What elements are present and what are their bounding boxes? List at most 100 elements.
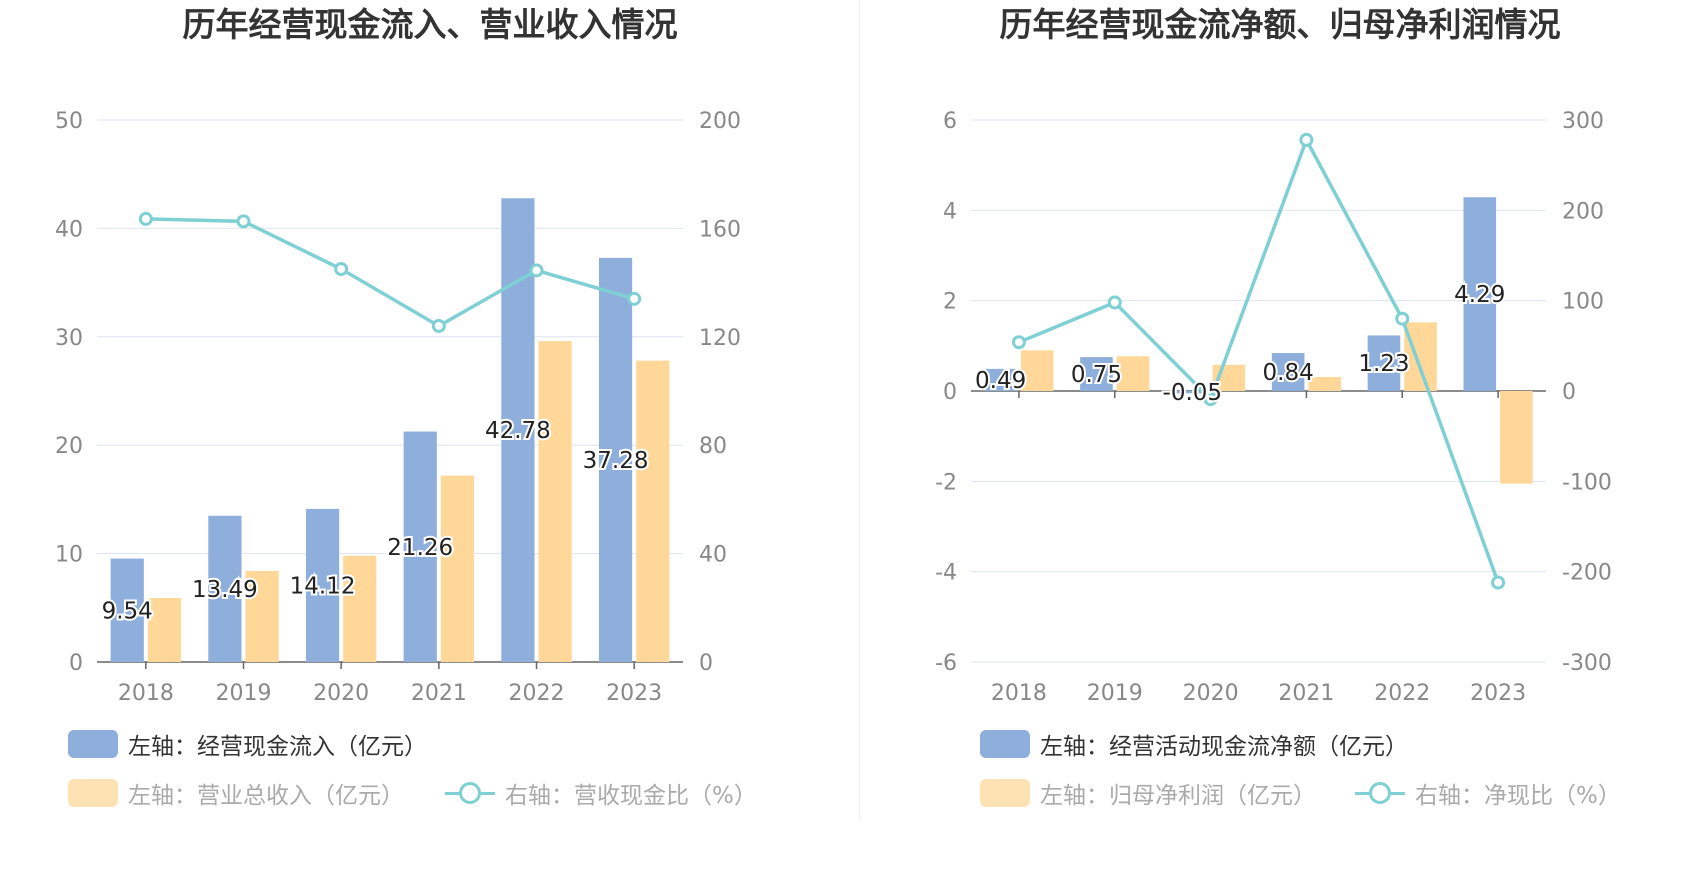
y-tick-label-right: 300 [1562, 109, 1604, 134]
line-point [627, 291, 642, 306]
line-point [138, 211, 153, 226]
y-tick-label-right: 80 [699, 434, 727, 459]
legend-label-net-cash-ratio: 右轴：净现比（%） [1415, 783, 1621, 809]
y-tick-label-right: 120 [699, 326, 741, 351]
bar-secondary [1116, 356, 1150, 391]
legend-swatch-net-cashflow [980, 730, 1030, 758]
y-tick-label-left: 0 [943, 380, 957, 405]
y-tick-label-left: -6 [935, 651, 957, 676]
line-point [1107, 295, 1122, 310]
bar-secondary [636, 360, 670, 662]
data-label: 13.49 [192, 577, 258, 603]
bar-primary [984, 368, 1017, 391]
chart-panel-cashflow-revenue: 历年经营现金流入、营业收入情况 0 10 20 30 40 50 0 40 80 120 160 20… [55, 5, 757, 810]
chart-svg-cashflow-revenue: 0 10 20 30 40 50 0 40 80 120 160 200 2018 2019 2020 202… [55, 109, 741, 706]
legend-label-cash-inflow: 左轴：经营现金流入（亿元） [128, 734, 427, 760]
y-tick-label-right: 160 [699, 217, 741, 242]
line-point [529, 263, 544, 278]
bar-primary [403, 431, 437, 662]
line-point [334, 262, 349, 277]
bar-secondary [1308, 376, 1341, 391]
legend-label-net-profit: 左轴：归母净利润（亿元） [1040, 783, 1316, 809]
legend-item-net-profit[interactable]: 左轴：归母净利润（亿元） [980, 776, 1316, 810]
bar-primary [1080, 357, 1113, 391]
legend-swatch-cash-ratio [445, 779, 495, 807]
data-label: 4.29 [1454, 282, 1505, 308]
line-point [1491, 575, 1506, 590]
legend-swatch-net-cash-ratio [1355, 779, 1405, 807]
y-tick-label-right: -300 [1562, 651, 1612, 676]
y-tick-label-left: 50 [55, 109, 83, 134]
bar-secondary [1020, 350, 1054, 391]
legend-label-revenue: 左轴：营业总收入（亿元） [128, 783, 404, 809]
bar-secondary [538, 341, 572, 662]
x-tick-label: 2023 [1470, 681, 1526, 706]
data-label: 14.12 [290, 573, 356, 599]
chart-title: 历年经营现金流入、营业收入情况 [182, 5, 678, 44]
y-tick-label-right: 0 [1562, 380, 1576, 405]
y-tick-label-left: 30 [55, 326, 83, 351]
bar-secondary [1404, 322, 1437, 391]
bar-primary [598, 257, 633, 662]
line-point [1299, 132, 1314, 147]
x-tick-label: 2022 [1374, 681, 1430, 706]
y-tick-label-right: 0 [699, 651, 713, 676]
legend-item-net-cashflow[interactable]: 左轴：经营活动现金流净额（亿元） [980, 727, 1408, 761]
panel-divider [859, 0, 860, 820]
data-label: 42.78 [485, 418, 551, 444]
data-label: 0.75 [1071, 362, 1122, 388]
chart-svg-netcash-profit: -6 -4 -2 0 2 4 6 -300 -200 -100 0 100 200 300 2018 2019… [935, 109, 1612, 706]
y-tick-label-right: 200 [1562, 199, 1604, 224]
bar-secondary [147, 598, 182, 662]
bar-secondary [245, 570, 279, 662]
bar-secondary [440, 475, 475, 662]
data-label: 0.49 [975, 368, 1026, 394]
line-point [1395, 311, 1410, 326]
y-tick-label-left: 4 [943, 199, 957, 224]
legend-item-net-cash-ratio[interactable]: 右轴：净现比（%） [1355, 776, 1621, 810]
y-tick-label-left: 6 [943, 109, 957, 134]
y-tick-label-right: 40 [699, 543, 727, 568]
legend-swatch-cash-inflow [68, 730, 118, 758]
chart-title: 历年经营现金流净额、归母净利润情况 [999, 5, 1561, 44]
legend-label-net-cashflow: 左轴：经营活动现金流净额（亿元） [1040, 734, 1408, 760]
y-tick-label-left: 10 [55, 543, 83, 568]
bar-primary [1463, 197, 1497, 391]
line-point [236, 214, 251, 229]
bar-primary [110, 558, 144, 662]
line-point [1011, 335, 1026, 350]
chart-panel-netcash-profit: 历年经营现金流净额、归母净利润情况 -6 -4 -2 0 2 4 6 -300 -200 -100… [860, 0, 1700, 874]
y-tick-label-left: -2 [935, 470, 957, 495]
legend-item-cash-ratio[interactable]: 右轴：营收现金比（%） [445, 776, 757, 810]
y-tick-label-left: 40 [55, 217, 83, 242]
y-tick-label-left: 20 [55, 434, 83, 459]
y-tick-label-right: -200 [1562, 561, 1612, 586]
x-tick-label: 2019 [216, 681, 272, 706]
x-tick-label: 2018 [118, 681, 174, 706]
line-series [1018, 135, 1500, 584]
y-tick-label-right: 100 [1562, 290, 1604, 315]
x-tick-label: 2023 [606, 681, 662, 706]
bar-primary [1176, 391, 1209, 394]
bar-primary [305, 508, 340, 662]
x-tick-label: 2018 [991, 681, 1047, 706]
line-series [145, 217, 635, 328]
y-tick-label-right: -100 [1562, 470, 1612, 495]
x-tick-label: 2022 [509, 681, 565, 706]
data-label: 21.26 [387, 535, 453, 561]
x-tick-label: 2019 [1087, 681, 1143, 706]
data-label: 9.54 [102, 598, 153, 624]
y-tick-label-left: 2 [943, 290, 957, 315]
data-label: -0.05 [1163, 380, 1223, 406]
line-point [1203, 392, 1218, 407]
bar-secondary [1500, 391, 1533, 484]
x-tick-label: 2021 [1278, 681, 1334, 706]
x-tick-label: 2020 [313, 681, 369, 706]
legend-item-cash-inflow[interactable]: 左轴：经营现金流入（亿元） [68, 727, 427, 761]
legend-swatch-revenue [68, 779, 118, 807]
legend-item-revenue[interactable]: 左轴：营业总收入（亿元） [68, 776, 404, 810]
y-tick-label-left: 0 [69, 651, 83, 676]
x-tick-label: 2020 [1183, 681, 1239, 706]
bar-primary [1367, 335, 1401, 391]
y-tick-label-right: 200 [699, 109, 741, 134]
